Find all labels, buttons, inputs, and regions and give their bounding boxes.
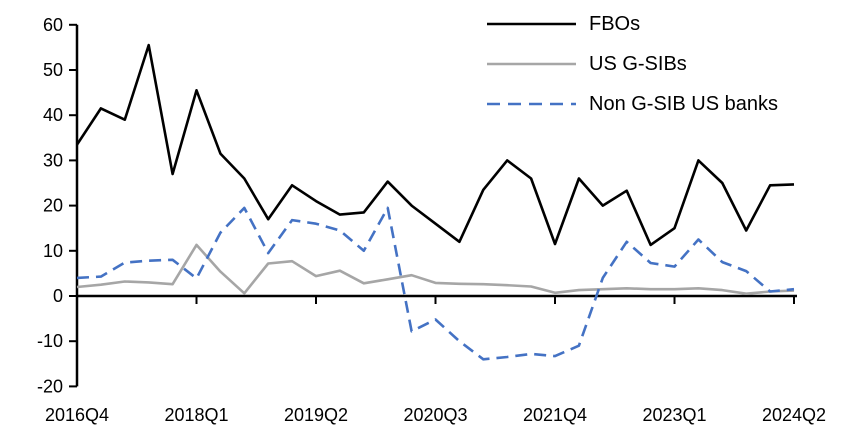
x-tick-label: 2020Q3 — [403, 405, 467, 425]
y-tick-label: 0 — [53, 286, 63, 306]
legend-item-fbos: FBOs — [487, 4, 778, 44]
y-tick-label: 40 — [43, 105, 63, 125]
y-tick-label: -20 — [37, 376, 63, 396]
x-tick-label: 2023Q1 — [642, 405, 706, 425]
non-gsib-us-banks-legend-line — [487, 101, 576, 107]
legend-item-us-gsibs: US G-SIBs — [487, 44, 778, 84]
y-tick-label: 60 — [43, 15, 63, 35]
us-g-sibs-line — [76, 243, 795, 296]
y-tick-label: 30 — [43, 150, 63, 170]
y-tick-label: -10 — [37, 331, 63, 351]
y-tick-label: 50 — [43, 60, 63, 80]
x-tick-label: 2018Q1 — [164, 405, 228, 425]
fbos-legend-label: FBOs — [589, 13, 641, 35]
legend-item-non-gsib-us-banks: Non G-SIB US banks — [487, 84, 778, 124]
y-tick-label: 10 — [43, 241, 63, 261]
chart-legend: FBOs US G-SIBs Non G-SIB US banks — [487, 4, 778, 124]
non-gsib-us-banks-legend-label: Non G-SIB US banks — [589, 93, 778, 115]
us-gsibs-legend-line — [487, 61, 576, 67]
x-tick-label: 2024Q2 — [762, 405, 826, 425]
fbos-legend-line — [487, 21, 576, 27]
x-tick-label: 2019Q2 — [284, 405, 348, 425]
us-gsibs-legend-label: US G-SIBs — [589, 53, 687, 75]
y-tick-label: 20 — [43, 196, 63, 216]
x-tick-label: 2021Q4 — [523, 405, 587, 425]
fbos-line — [75, 43, 795, 247]
non-g-sib-us-banks-line — [76, 206, 795, 361]
x-tick-label: 2016Q4 — [45, 405, 109, 425]
